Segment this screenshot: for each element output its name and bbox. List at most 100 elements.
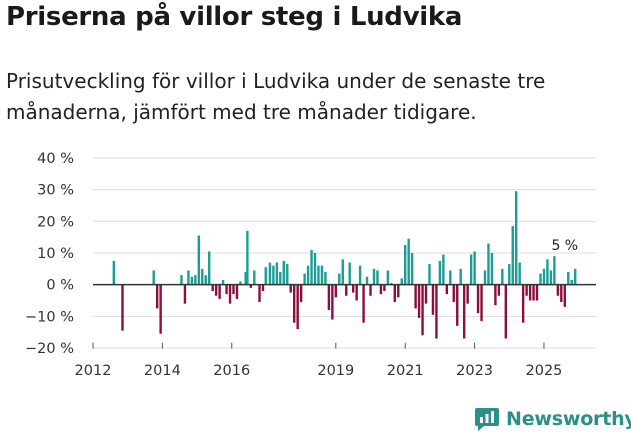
bar (246, 230, 249, 285)
bar (279, 272, 282, 285)
bar (348, 262, 351, 285)
bar (218, 284, 221, 299)
bar (445, 284, 449, 295)
y-tick-label: 20 % (37, 214, 74, 230)
bar (428, 264, 431, 285)
bar (397, 284, 400, 298)
bar (228, 284, 232, 304)
x-tick-label: 2016 (213, 363, 250, 379)
bar (253, 270, 256, 285)
bar (225, 284, 228, 295)
bar (358, 265, 362, 285)
bar (414, 284, 417, 309)
bar (494, 284, 497, 306)
bars (112, 191, 577, 339)
bar (310, 249, 313, 285)
bar (549, 270, 553, 285)
bar (275, 262, 279, 285)
bar (272, 265, 275, 285)
chart-subtitle: Prisutveckling för villor i Ludvika unde… (6, 69, 546, 124)
bar (421, 284, 424, 336)
bar (490, 253, 494, 285)
bar (462, 284, 466, 339)
bar (282, 260, 285, 285)
x-tick-label: 2021 (387, 363, 424, 379)
bar (183, 284, 187, 304)
bar (459, 268, 462, 285)
bar (511, 226, 514, 285)
bar (261, 284, 265, 291)
chart-title: Priserna på villor steg i Ludvika (6, 2, 463, 32)
bar (417, 284, 421, 318)
bar (264, 267, 267, 285)
bar (299, 284, 303, 303)
newsworthy-logo-text: Newsworthy (506, 408, 631, 430)
bar (239, 281, 242, 285)
x-tick-label: 2019 (317, 363, 354, 379)
bar (532, 284, 535, 301)
bar (487, 243, 490, 285)
bar (560, 284, 563, 303)
bar (190, 276, 194, 285)
bar (563, 284, 566, 307)
bar (546, 259, 549, 285)
bar (313, 253, 317, 285)
bar (303, 273, 306, 285)
bar (232, 284, 235, 295)
newsworthy-logo: Newsworthy (474, 406, 631, 432)
bar (404, 245, 407, 285)
bar (268, 262, 272, 285)
bar (121, 284, 124, 331)
bar (317, 265, 320, 285)
bar (296, 284, 299, 329)
bar (542, 268, 546, 285)
x-tick-label: 2023 (456, 363, 493, 379)
bar (211, 284, 214, 291)
x-tick-label: 2014 (144, 363, 181, 379)
bar (476, 284, 480, 314)
bar (452, 284, 455, 303)
bar (345, 284, 348, 296)
bar (528, 284, 532, 301)
latest-value-annotation: 5 % (551, 238, 578, 254)
x-axis-ticks: 2012 2014 2016 2019 2021 2023 2025 (75, 342, 562, 379)
bar (362, 284, 365, 323)
y-tick-label: 10 % (37, 246, 74, 262)
bar (469, 254, 473, 285)
bar (155, 284, 159, 309)
x-tick-label: 2012 (75, 363, 112, 379)
bar (567, 272, 570, 285)
bar (556, 284, 560, 296)
bar (235, 284, 239, 299)
bar (293, 284, 296, 323)
bar (338, 273, 341, 285)
bar (435, 284, 438, 339)
bar (407, 238, 410, 285)
bar (383, 284, 386, 291)
bar (483, 270, 487, 285)
bar (324, 272, 327, 285)
bar (497, 284, 501, 296)
bar (539, 273, 542, 285)
bar (180, 275, 183, 285)
bar (334, 284, 338, 298)
bar (553, 256, 556, 285)
bar (508, 264, 511, 285)
bar (480, 284, 483, 322)
bar (372, 268, 376, 285)
bar (258, 284, 261, 303)
bar (535, 284, 539, 301)
bar (204, 275, 207, 285)
bar (249, 284, 253, 288)
y-tick-label: −10 % (25, 309, 74, 325)
bar (424, 284, 428, 304)
bar (244, 272, 247, 285)
bar (327, 284, 331, 310)
bar (365, 276, 369, 285)
bar (456, 284, 459, 326)
bar (201, 268, 204, 285)
bar (386, 270, 390, 285)
bar (369, 284, 372, 296)
gridlines (93, 157, 596, 349)
